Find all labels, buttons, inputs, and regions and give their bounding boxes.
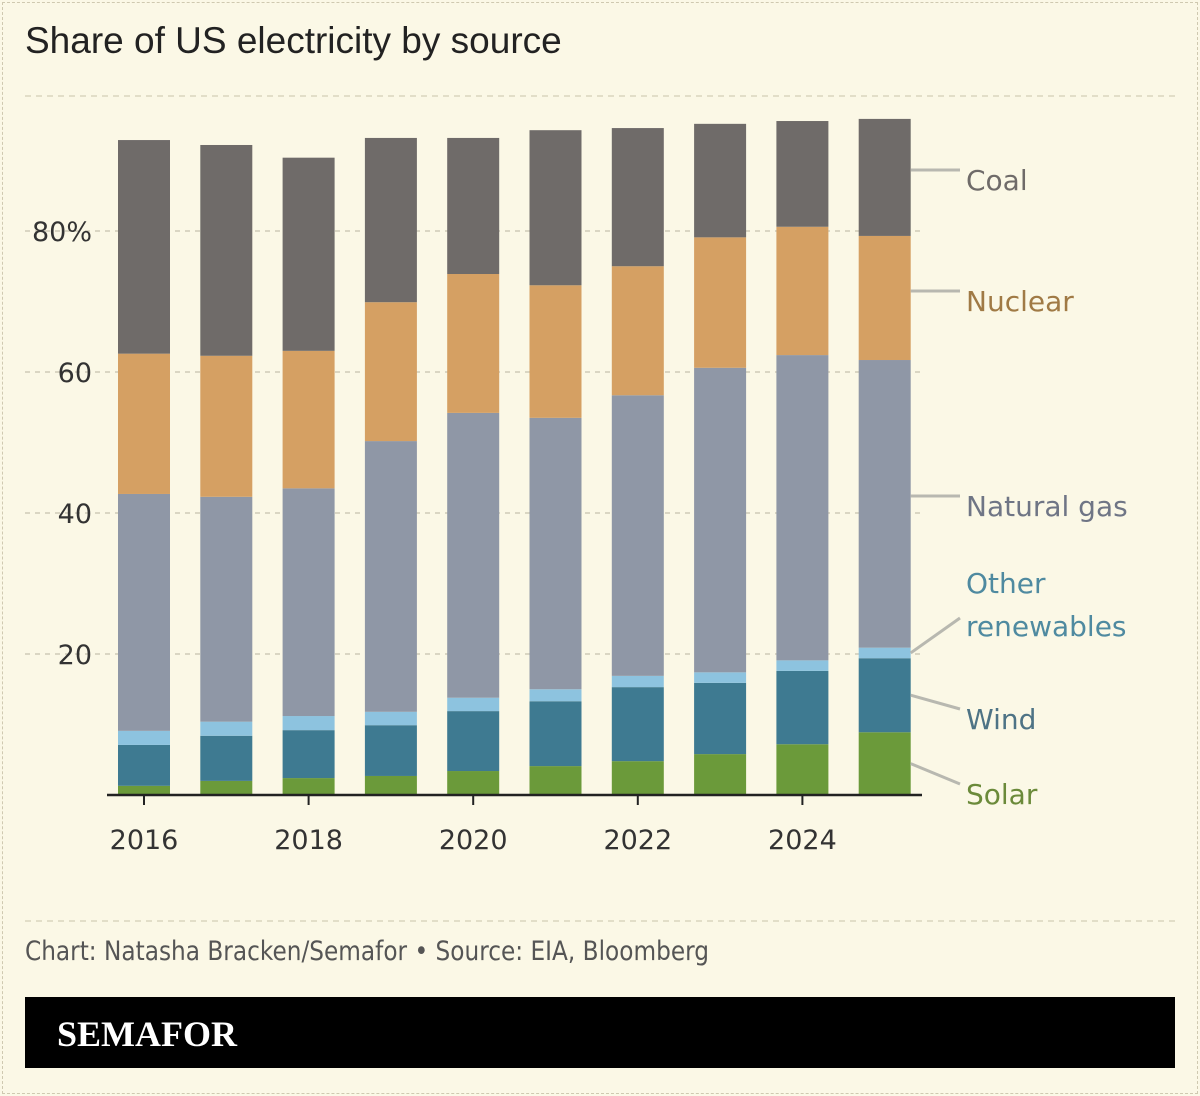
- bar-segment-solar: [282, 778, 335, 795]
- bar-segment-nuclear: [858, 235, 911, 361]
- bar-segment-coal: [447, 137, 500, 275]
- bar-segment-solar: [858, 732, 911, 795]
- bar-segment-wind: [611, 687, 664, 762]
- semafor-logo: SEMAFOR: [57, 1014, 237, 1054]
- bar-segment-other-renewables: [776, 660, 829, 671]
- bar-segment-coal: [776, 121, 829, 227]
- bar-segment-solar: [694, 754, 747, 795]
- bar-segment-nuclear: [447, 274, 500, 413]
- bar-segment-solar: [529, 766, 582, 795]
- bar-segment-coal: [118, 140, 170, 354]
- x-tick-label: 2020: [439, 825, 508, 856]
- bar-segment-coal: [529, 130, 582, 286]
- leader-line: [909, 616, 961, 655]
- bar-segment-natural-gas: [611, 395, 664, 676]
- bar-segment-wind: [529, 701, 582, 767]
- bar-segment-nuclear: [694, 237, 747, 368]
- bar-segment-nuclear: [200, 355, 253, 497]
- x-tick-label: 2024: [768, 825, 837, 856]
- bar-segment-wind: [118, 744, 170, 786]
- bar-segment-other-renewables: [529, 689, 582, 702]
- bar-segment-solar: [611, 761, 664, 795]
- series-label: Coal: [966, 164, 1028, 197]
- bar-segment-natural-gas: [200, 496, 253, 722]
- bar-segment-nuclear: [282, 350, 335, 489]
- bar-segment-nuclear: [776, 226, 829, 356]
- bar-segment-other-renewables: [364, 711, 417, 726]
- bar-segment-other-renewables: [611, 675, 664, 688]
- bar-segment-wind: [776, 670, 829, 745]
- bar-segment-natural-gas: [282, 488, 335, 717]
- bar-segment-solar: [200, 780, 253, 795]
- leader-line: [910, 762, 961, 786]
- bar-segment-solar: [118, 785, 170, 795]
- bar-segment-coal: [200, 144, 253, 356]
- y-tick-label: 40: [58, 499, 92, 530]
- bar-segment-natural-gas: [118, 493, 170, 731]
- bar-segment-other-renewables: [694, 672, 747, 683]
- x-tick-label: 2022: [603, 825, 672, 856]
- x-tick-label: 2016: [110, 825, 179, 856]
- bar-segment-coal: [364, 137, 417, 303]
- series-label: Other: [966, 567, 1046, 600]
- bar-segment-other-renewables: [858, 647, 911, 659]
- bar-segment-other-renewables: [447, 697, 500, 712]
- bar-segment-solar: [447, 771, 500, 795]
- x-tick-label: 2018: [274, 825, 343, 856]
- leader-line: [910, 693, 961, 711]
- y-tick-label: 20: [58, 640, 92, 671]
- bar-segment-natural-gas: [776, 355, 829, 661]
- bar-segment-wind: [282, 730, 335, 779]
- series-label: Natural gas: [966, 490, 1128, 523]
- bar-segment-nuclear: [364, 302, 417, 442]
- bar-segment-coal: [694, 123, 747, 238]
- bar-segment-nuclear: [611, 266, 664, 396]
- bar-segment-nuclear: [118, 353, 170, 494]
- series-label: Wind: [966, 703, 1036, 736]
- bar-segment-coal: [611, 128, 664, 267]
- bar-segment-natural-gas: [529, 417, 582, 690]
- bar-segment-coal: [282, 157, 335, 351]
- bar-segment-solar: [364, 775, 417, 795]
- bar-segment-natural-gas: [447, 412, 500, 698]
- y-tick-label: 80%: [32, 217, 92, 248]
- bar-segment-wind: [200, 735, 253, 781]
- chart-title: Share of US electricity by source: [25, 20, 562, 61]
- bar-segment-natural-gas: [694, 367, 747, 673]
- bar-segment-wind: [694, 682, 747, 755]
- bar-segment-coal: [858, 118, 911, 236]
- series-label: Nuclear: [966, 285, 1074, 318]
- bar-segment-solar: [776, 744, 829, 795]
- bar-segment-natural-gas: [364, 441, 417, 712]
- bar-segment-wind: [447, 711, 500, 772]
- y-tick-label: 60: [58, 358, 92, 389]
- chart-credit: Chart: Natasha Bracken/Semafor • Source:…: [25, 936, 709, 967]
- series-label: renewables: [966, 610, 1127, 643]
- bar-segment-wind: [858, 658, 911, 733]
- bar-segment-other-renewables: [118, 730, 170, 745]
- bar-segment-natural-gas: [858, 360, 911, 648]
- series-label: Solar: [966, 778, 1038, 811]
- bar-segment-wind: [364, 725, 417, 776]
- brand-bar: SEMAFOR: [25, 997, 1175, 1068]
- bar-segment-nuclear: [529, 285, 582, 418]
- bar-segment-other-renewables: [282, 716, 335, 731]
- bar-segment-other-renewables: [200, 721, 253, 736]
